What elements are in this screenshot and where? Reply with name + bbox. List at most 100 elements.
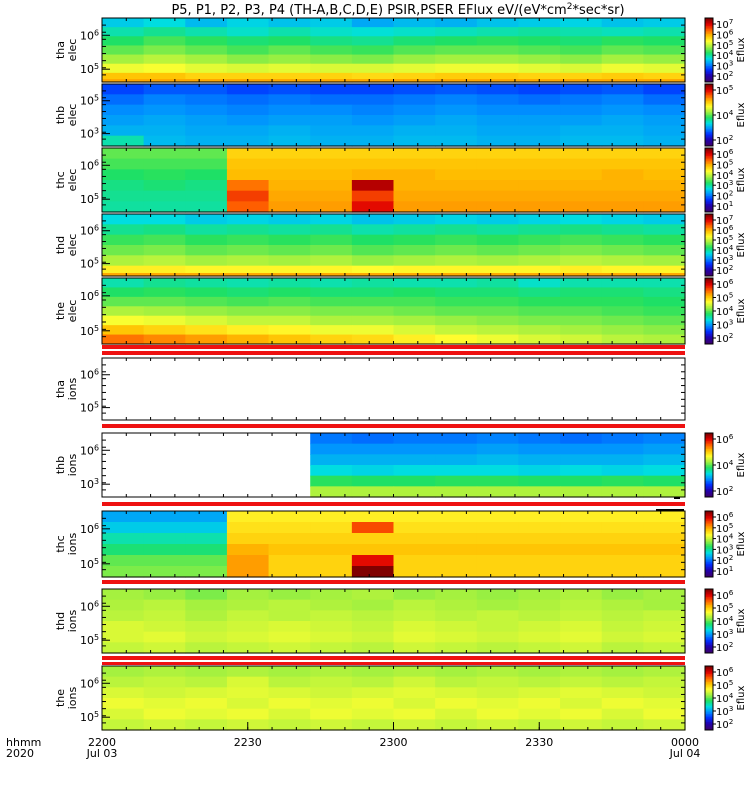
colorbar-segment [705, 61, 713, 64]
heatmap-cell [560, 465, 603, 477]
heatmap-cell [393, 642, 436, 654]
heatmap-cell [643, 465, 686, 477]
heatmap-cell [226, 135, 270, 147]
heatmap-cell [435, 544, 478, 556]
heatmap-cell [226, 36, 270, 47]
heatmap-cell [351, 296, 395, 307]
colorbar-segment [705, 181, 713, 184]
colorbar-segment [705, 263, 713, 266]
heatmap-cell [435, 475, 478, 487]
heatmap-cell [143, 287, 186, 298]
heatmap-cell [185, 315, 228, 326]
colorbar-segment [705, 217, 713, 220]
heatmap-cell [351, 27, 395, 37]
x-tick-label: 2230 [234, 736, 262, 749]
heatmap-cell [268, 148, 311, 160]
heatmap-cell [518, 621, 561, 633]
heatmap-cell [185, 265, 228, 277]
heatmap-cell [601, 511, 644, 523]
heatmap-cell [518, 465, 561, 477]
heatmap-cell [601, 224, 644, 236]
heatmap-cell [601, 94, 644, 106]
heatmap-cell [268, 589, 311, 601]
colorbar-segment [705, 132, 713, 135]
colorbar-segment [705, 485, 713, 488]
panel-label-probe: thb [54, 456, 67, 474]
heatmap-cell [435, 287, 478, 298]
heatmap-cell [185, 278, 228, 289]
heatmap-cell [185, 544, 228, 556]
colorbar-segment [705, 144, 713, 147]
colorbar-tick-label: 106 [716, 27, 734, 42]
heatmap-cell [102, 296, 145, 307]
colorbar-segment [705, 625, 713, 628]
heatmap-cell [393, 245, 436, 256]
colorbar-segment [705, 678, 713, 681]
heatmap-cell [226, 278, 270, 289]
heatmap-cell [393, 719, 436, 731]
colorbar-segment [705, 648, 713, 651]
heatmap-cell [185, 719, 228, 731]
heatmap-cell [476, 719, 520, 731]
heatmap-cell [268, 245, 311, 256]
heatmap-cell [143, 201, 186, 213]
heatmap-cell [268, 719, 311, 731]
heatmap-cell [476, 278, 520, 289]
colorbar-segment [705, 35, 713, 38]
heatmap-cell [102, 621, 145, 633]
colorbar-segment [705, 260, 713, 263]
heatmap-cell [310, 190, 353, 202]
heatmap-cell [185, 708, 228, 720]
heatmap-cell [601, 115, 644, 126]
heatmap-cell [518, 234, 561, 246]
heatmap-cell [518, 255, 561, 267]
colorbar-segment [705, 314, 713, 317]
colorbar-segment [705, 694, 713, 697]
heatmap-cell [268, 599, 311, 611]
colorbar-segment [705, 200, 713, 203]
heatmap-cell [226, 104, 270, 116]
heatmap-cell [476, 36, 520, 47]
heatmap-cell [351, 610, 395, 622]
heatmap-cell [601, 190, 644, 202]
heatmap-cell [435, 63, 478, 74]
colorbar-segment [705, 437, 713, 440]
heatmap-cell [226, 180, 270, 192]
colorbar-segment [705, 686, 713, 689]
colorbar-segment [705, 627, 713, 630]
heatmap-cell [476, 621, 520, 633]
colorbar-segment [705, 207, 713, 210]
heatmap-cell [268, 610, 311, 622]
heatmap-cell [560, 36, 603, 47]
heatmap-cell [518, 544, 561, 556]
colorbar-segment [705, 162, 713, 165]
heatmap-cell [102, 325, 145, 336]
heatmap-cell [310, 599, 353, 611]
heatmap-cell [143, 522, 186, 534]
colorbar-segment [705, 473, 713, 476]
heatmap-cell [601, 255, 644, 267]
colorbar-segment [705, 723, 713, 726]
colorbar-segment [705, 176, 713, 179]
heatmap-cell [185, 224, 228, 236]
colorbar-segment [705, 529, 713, 532]
heatmap-cell [560, 255, 603, 267]
heatmap-cell [268, 676, 311, 688]
colorbar-segment [705, 170, 713, 173]
heatmap-cell [393, 306, 436, 317]
colorbar-segment [705, 136, 713, 139]
colorbar-segment [705, 175, 713, 178]
heatmap-cell [601, 433, 644, 445]
colorbar-tick-label: 103 [716, 317, 733, 332]
colorbar-segment [705, 64, 713, 67]
colorbar-segment [705, 436, 713, 439]
colorbar-label: Eflux [736, 608, 747, 633]
colorbar-segment [705, 515, 713, 519]
heatmap-cell [268, 54, 311, 65]
heatmap-cell [518, 18, 561, 28]
heatmap-cell [226, 522, 270, 534]
colorbar-segment [705, 452, 713, 455]
heatmap-cell [643, 169, 686, 181]
heatmap-cell [476, 555, 520, 567]
